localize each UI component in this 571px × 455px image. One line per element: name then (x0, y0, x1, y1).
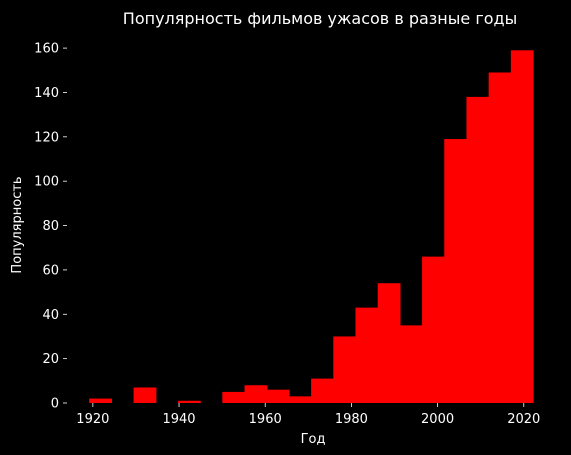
y-tick-label: 100 (34, 175, 59, 190)
histogram-bar (89, 398, 112, 403)
x-tick-label: 2000 (421, 412, 454, 427)
x-tick-label: 1980 (335, 412, 368, 427)
histogram-bar (355, 307, 379, 403)
chart-title: Популярность фильмов ужасов в разные год… (123, 9, 517, 28)
histogram-bar (288, 396, 312, 403)
y-tick-label: 140 (34, 86, 59, 101)
histogram-bar (177, 400, 201, 403)
x-tick-label: 2020 (507, 412, 540, 427)
x-tick-label: 1960 (249, 412, 282, 427)
histogram-bar (133, 387, 157, 403)
histogram-bar (466, 96, 490, 403)
histogram-bar (377, 283, 401, 403)
histogram-bar (422, 256, 445, 403)
y-tick-label: 0 (51, 397, 59, 412)
histogram-bar (444, 139, 468, 404)
y-tick-label: 160 (34, 42, 59, 57)
y-axis-label: Популярность (10, 176, 25, 273)
x-tick-label: 1920 (76, 412, 109, 427)
bars-group (89, 50, 534, 404)
histogram-bar (399, 325, 423, 403)
y-tick-label: 20 (42, 352, 59, 367)
histogram-bar (266, 389, 290, 403)
histogram-bar (311, 378, 334, 403)
y-tick-label: 80 (42, 219, 59, 234)
x-axis-label: Год (301, 432, 326, 447)
x-tick-label: 1940 (162, 412, 195, 427)
y-tick-label: 60 (42, 263, 59, 278)
y-axis-ticks: 0 20 40 60 80 100 120 140 160 (34, 42, 67, 412)
y-tick-label: 120 (34, 130, 59, 145)
y-tick-label: 40 (42, 308, 59, 323)
histogram-bar (510, 50, 534, 404)
histogram-bar (244, 385, 268, 403)
histogram-bar (333, 336, 357, 403)
histogram-bar (488, 72, 512, 404)
histogram-bar (222, 391, 246, 403)
x-axis-ticks: 1920 1940 1960 1980 2000 2020 (76, 403, 540, 427)
